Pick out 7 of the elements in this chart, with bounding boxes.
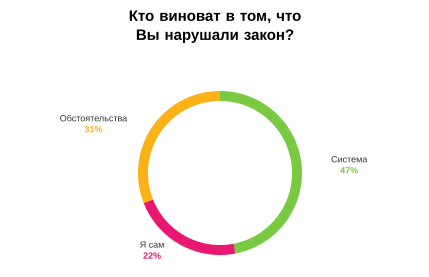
data-label: 31% (84, 126, 102, 132)
slice-label: Система (332, 156, 368, 162)
data-label: 47% (340, 167, 358, 174)
chart-title: Кто виноват в том, что Вы нарушали закон? (130, 10, 301, 43)
data-label: 22% (143, 252, 161, 259)
slice-label: Я сам (140, 241, 164, 248)
slice-label: Обстоятельства (60, 114, 128, 122)
